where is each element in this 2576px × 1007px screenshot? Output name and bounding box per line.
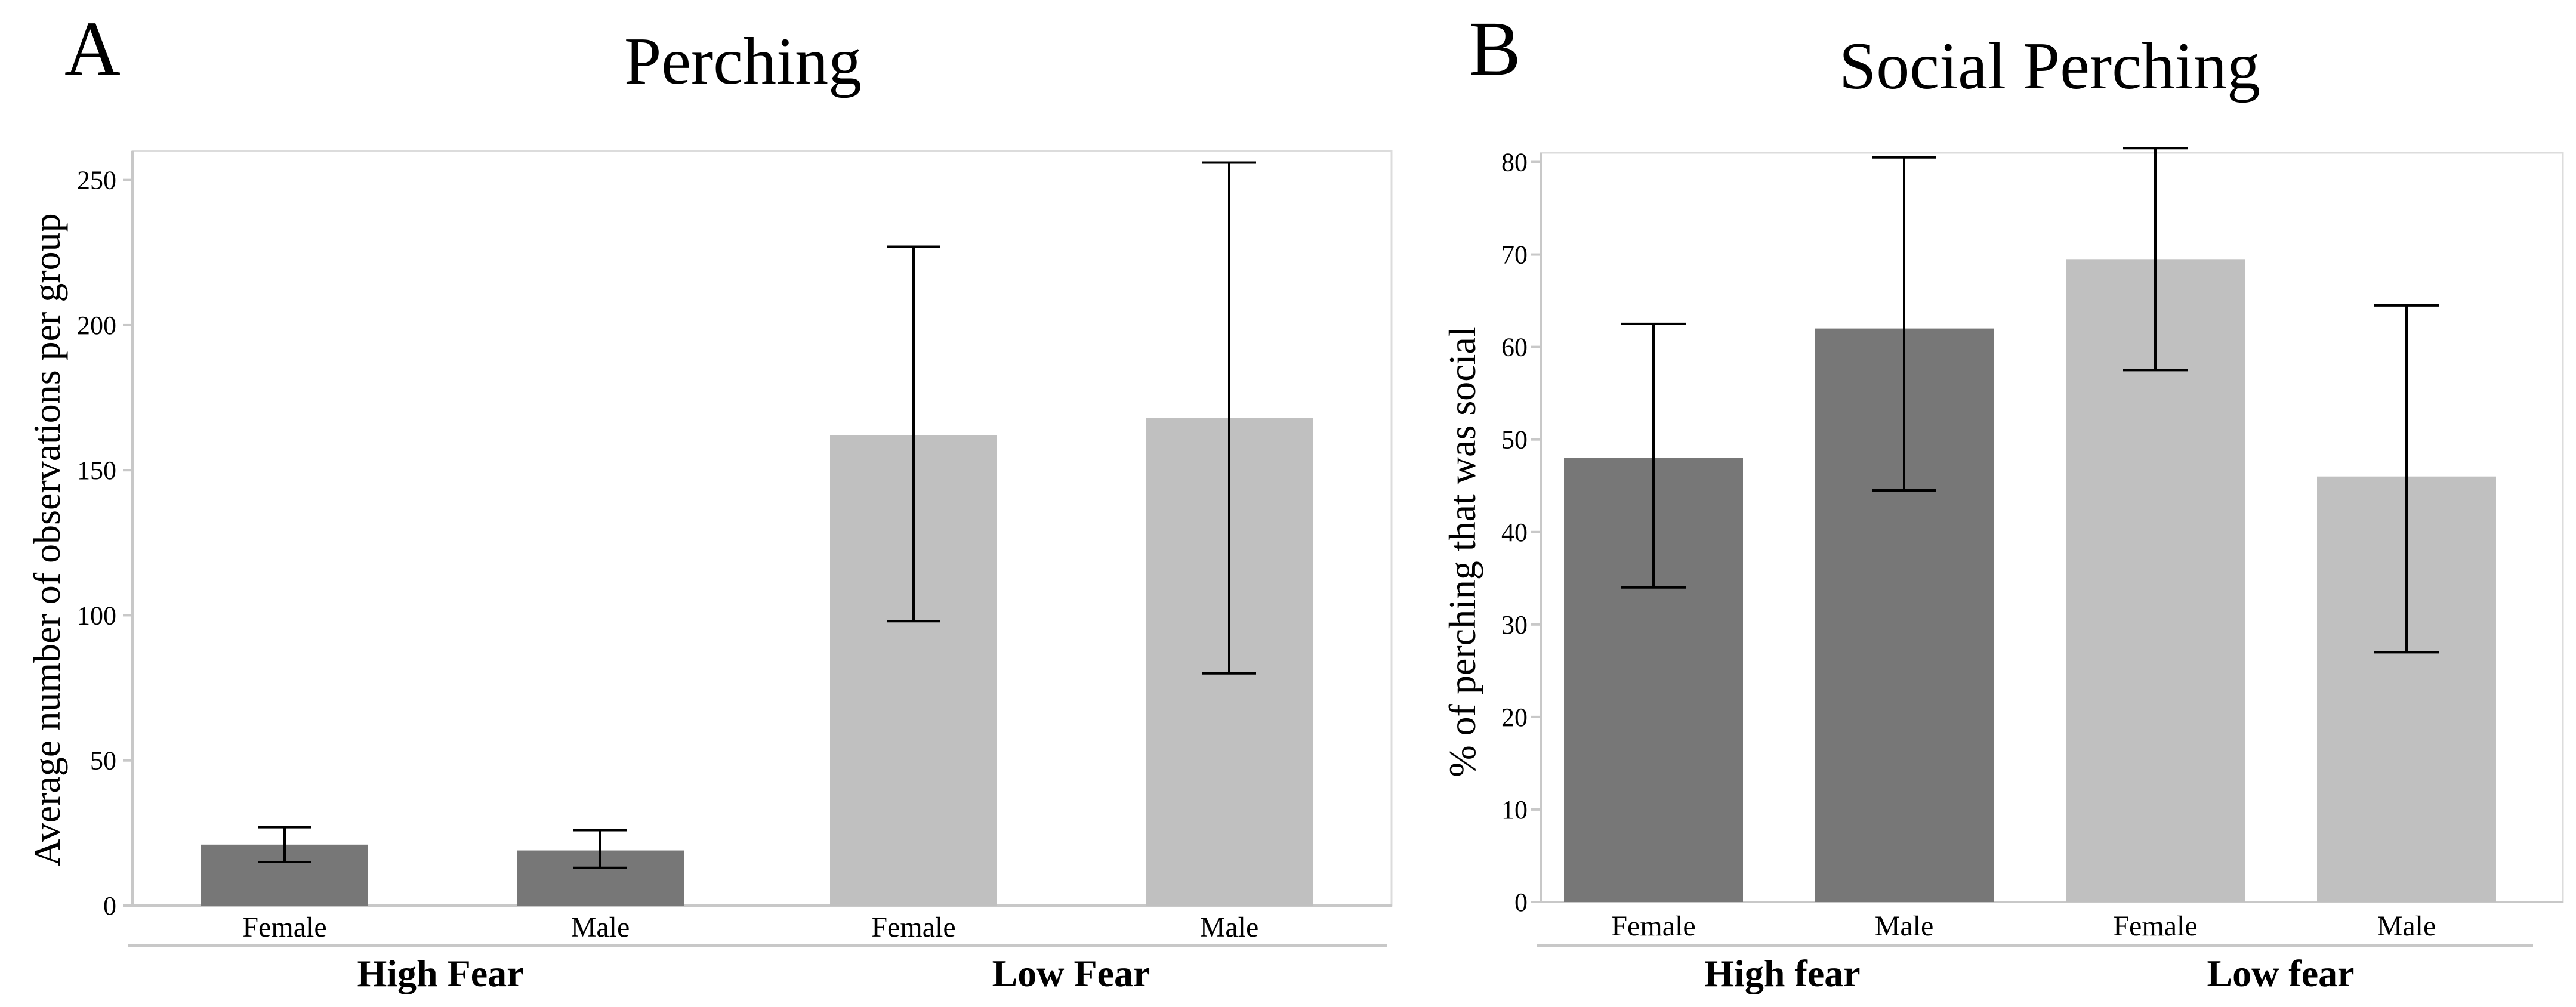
- error-bars: [1621, 147, 2439, 654]
- x-tick-label: Male: [571, 912, 630, 943]
- x-tick-label: Female: [1611, 910, 1695, 942]
- error-bar: [2123, 147, 2188, 372]
- y-ticks: 0 50 100 150 200 250: [77, 166, 132, 920]
- y-tick-label: 200: [77, 311, 116, 340]
- group-label: Low Fear: [992, 952, 1150, 994]
- error-bar: [1202, 161, 1256, 675]
- x-tick-label: Female: [871, 912, 955, 943]
- error-bars: [258, 161, 1256, 869]
- y-tick-label: 0: [103, 891, 116, 920]
- y-tick-label: 50: [90, 746, 116, 776]
- x-tick-label: Male: [1200, 912, 1259, 943]
- y-tick-label: 10: [1501, 795, 1528, 824]
- x-tick-label: Female: [2113, 910, 2197, 942]
- group-labels: High fear Low fear: [1704, 952, 2354, 994]
- x-tick-label: Male: [1875, 910, 1934, 942]
- y-tick-label: 40: [1501, 518, 1528, 547]
- y-tick-label: 30: [1501, 610, 1528, 640]
- error-bar: [1872, 156, 1936, 492]
- group-label: High Fear: [357, 952, 523, 994]
- panel-letter: B: [1469, 6, 1521, 92]
- y-tick-label: 20: [1501, 703, 1528, 732]
- x-tick-labels: Female Male Female Male: [1611, 910, 2436, 942]
- chart-title: Social Perching: [1839, 29, 2260, 103]
- panel-a: A Perching Average number of observation…: [26, 6, 1393, 994]
- group-labels: High Fear Low Fear: [357, 952, 1150, 994]
- y-tick-label: 0: [1514, 888, 1528, 917]
- bars: [1564, 259, 2496, 902]
- y-tick-label: 100: [77, 601, 116, 630]
- error-bar: [573, 829, 627, 869]
- y-tick-label: 50: [1501, 425, 1528, 455]
- error-bar: [258, 826, 311, 864]
- error-bar: [887, 245, 940, 623]
- x-tick-labels: Female Male Female Male: [242, 912, 1258, 943]
- group-label: High fear: [1704, 952, 1860, 994]
- y-tick-label: 250: [77, 166, 116, 195]
- y-tick-label: 70: [1501, 240, 1528, 270]
- x-tick-label: Male: [2377, 910, 2436, 942]
- y-axis-label: Average number of observations per group: [26, 213, 68, 866]
- panel-letter: A: [64, 6, 121, 92]
- bars: [201, 418, 1313, 906]
- x-tick-label: Female: [242, 912, 326, 943]
- error-bar: [1621, 322, 1686, 589]
- chart-title: Perching: [624, 24, 862, 98]
- y-ticks: 0 10 20 30 40 50 60 70 80: [1501, 148, 1541, 917]
- error-bar: [2374, 304, 2439, 654]
- y-axis-label: % of perching that was social: [1441, 326, 1483, 777]
- group-label: Low fear: [2207, 952, 2354, 994]
- y-tick-label: 150: [77, 456, 116, 485]
- panel-b: B Social Perching % of perching that was…: [1441, 6, 2564, 994]
- y-tick-label: 80: [1501, 148, 1528, 177]
- y-tick-label: 60: [1501, 333, 1528, 362]
